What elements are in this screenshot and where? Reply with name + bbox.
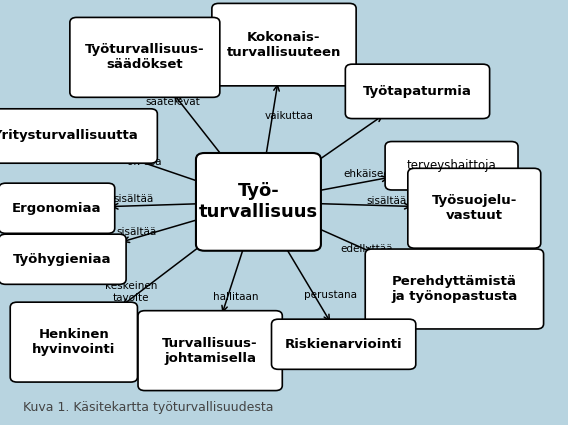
FancyBboxPatch shape [0, 234, 126, 284]
Text: Ergonomiaa: Ergonomiaa [12, 202, 102, 215]
FancyBboxPatch shape [365, 249, 544, 329]
FancyBboxPatch shape [196, 153, 321, 251]
Text: Turvallisuus-
johtamisella: Turvallisuus- johtamisella [162, 337, 258, 365]
Text: on osa: on osa [127, 157, 162, 167]
FancyBboxPatch shape [0, 109, 157, 163]
FancyBboxPatch shape [70, 17, 220, 97]
FancyBboxPatch shape [345, 64, 490, 119]
Text: sisältää: sisältää [366, 196, 406, 206]
Text: Työturvallisuus-
säädökset: Työturvallisuus- säädökset [85, 43, 204, 71]
FancyBboxPatch shape [10, 302, 137, 382]
FancyBboxPatch shape [212, 3, 356, 86]
Text: keskeinen
tavoite: keskeinen tavoite [105, 281, 157, 303]
Text: säätelevät: säätelevät [146, 97, 201, 108]
Text: Työsuojelu-
vastuut: Työsuojelu- vastuut [432, 194, 517, 222]
Text: Työ-
turvallisuus: Työ- turvallisuus [199, 182, 318, 221]
Text: sisältää: sisältää [114, 194, 153, 204]
Text: edellyttää: edellyttää [341, 244, 393, 253]
Text: perustana: perustana [304, 290, 357, 300]
Text: Riskienarviointi: Riskienarviointi [285, 338, 403, 351]
FancyBboxPatch shape [138, 311, 282, 391]
Text: terveyshaittoja: terveyshaittoja [407, 159, 496, 172]
Text: ehkäisee: ehkäisee [343, 169, 390, 179]
Text: sisältää: sisältää [116, 227, 156, 237]
Text: Kuva 1. Käsitekartta työturvallisuudesta: Kuva 1. Käsitekartta työturvallisuudesta [23, 401, 273, 414]
FancyBboxPatch shape [385, 142, 518, 190]
Text: Henkinen
hyvinvointi: Henkinen hyvinvointi [32, 328, 115, 356]
Text: hallitaan: hallitaan [213, 292, 258, 302]
Text: Perehdyttämistä
ja työnopastusta: Perehdyttämistä ja työnopastusta [391, 275, 517, 303]
FancyBboxPatch shape [272, 319, 416, 369]
FancyBboxPatch shape [0, 183, 115, 233]
Text: Yritysturvallisuutta: Yritysturvallisuutta [0, 130, 138, 142]
Text: Kokonais-
turvallisuuteen: Kokonais- turvallisuuteen [227, 31, 341, 59]
Text: vaikuttaa: vaikuttaa [264, 111, 313, 121]
FancyBboxPatch shape [408, 168, 541, 248]
Text: Työtapaturmia: Työtapaturmia [363, 85, 472, 98]
Text: Työhygieniaa: Työhygieniaa [13, 253, 112, 266]
